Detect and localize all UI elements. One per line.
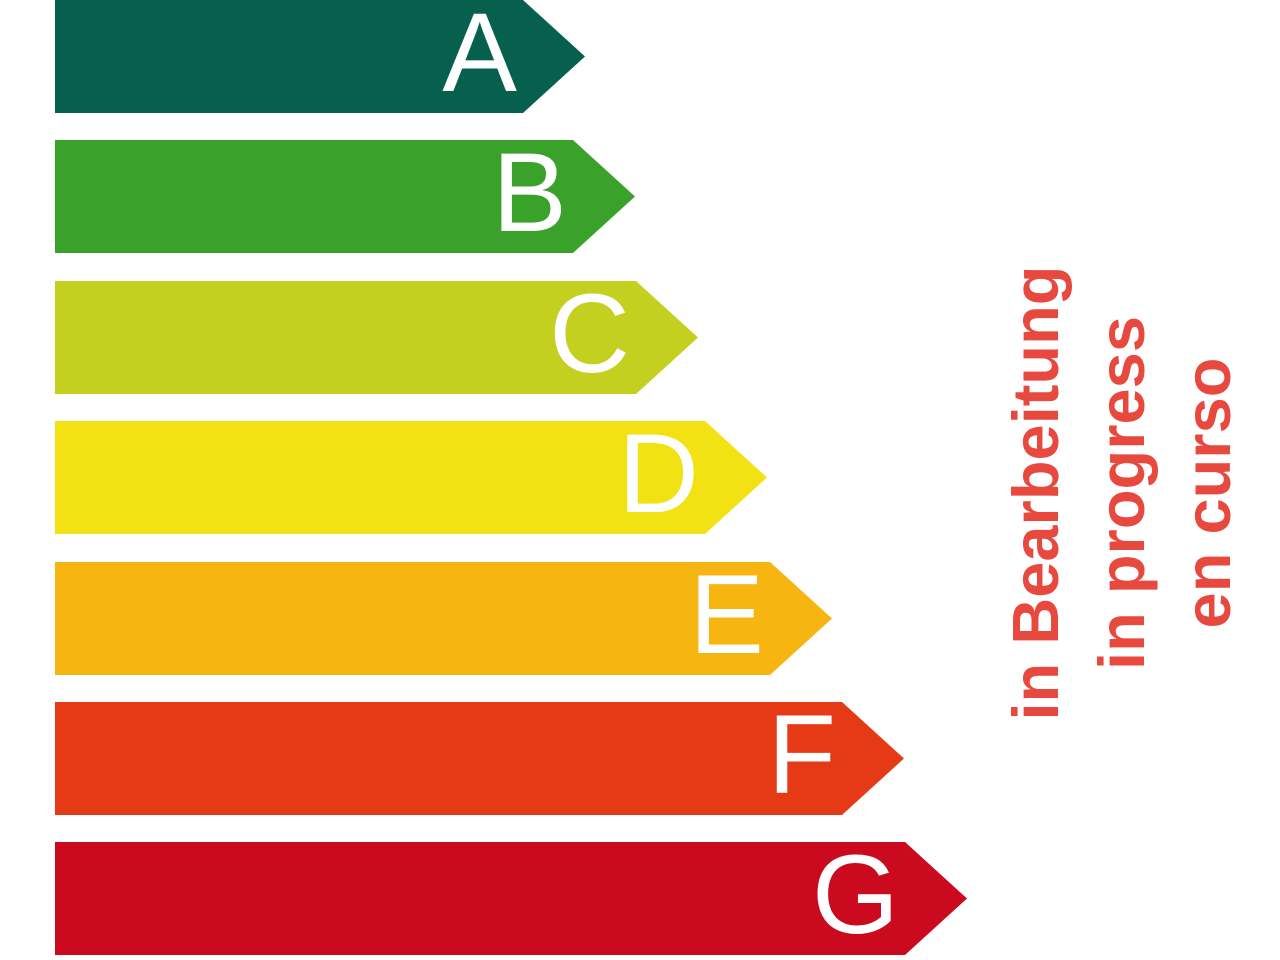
energy-class-arrow-d: D <box>55 421 767 534</box>
energy-class-arrow-a: A <box>55 0 585 113</box>
energy-class-arrow-f: F <box>55 702 904 815</box>
status-line-en: in progress <box>1085 316 1158 670</box>
energy-class-label-c: C <box>549 270 630 396</box>
energy-class-arrow-e: E <box>55 562 832 675</box>
status-line-de: in Bearbeitung <box>999 265 1072 721</box>
energy-class-label-g: G <box>811 831 899 957</box>
energy-class-label-b: B <box>492 129 567 255</box>
energy-class-label-a: A <box>442 0 517 115</box>
energy-class-label-e: E <box>689 551 764 677</box>
energy-class-arrow-g: G <box>55 842 967 955</box>
status-annotation: in Bearbeitung in progress en curso <box>993 265 1251 720</box>
energy-class-arrow-c: C <box>55 281 698 394</box>
energy-class-label-d: D <box>618 410 699 536</box>
energy-class-label-f: F <box>767 691 836 817</box>
status-line-es: en curso <box>1171 357 1244 629</box>
energy-class-arrow-b: B <box>55 140 635 253</box>
